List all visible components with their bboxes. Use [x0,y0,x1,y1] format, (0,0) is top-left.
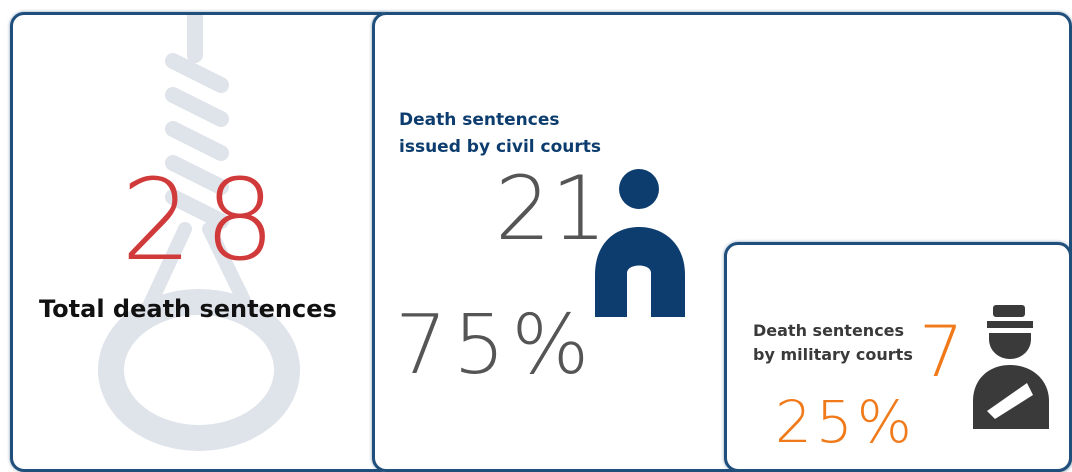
civil-number: 21 [495,157,607,260]
military-courts-card: Death sentences by military courts 7 25% [724,242,1072,472]
military-courts-label: Death sentences by military courts [753,319,913,367]
total-label: Total death sentences [39,295,337,323]
civilian-person-icon [595,169,685,317]
noose-icon [98,15,300,451]
military-person-icon [973,305,1049,429]
civil-label-line-1: Death sentences [399,110,560,130]
military-percent: 25% [775,388,916,456]
total-number: 28 [121,156,288,286]
military-label-line-2: by military courts [753,345,913,364]
civil-label-line-2: issued by civil courts [399,137,601,157]
civil-courts-label: Death sentences issued by civil courts [399,107,601,161]
total-sentences-card: 28 Total death sentences [10,12,394,472]
military-label-line-1: Death sentences [753,321,905,340]
military-number: 7 [919,311,964,393]
civil-percent: 75% [395,298,596,393]
